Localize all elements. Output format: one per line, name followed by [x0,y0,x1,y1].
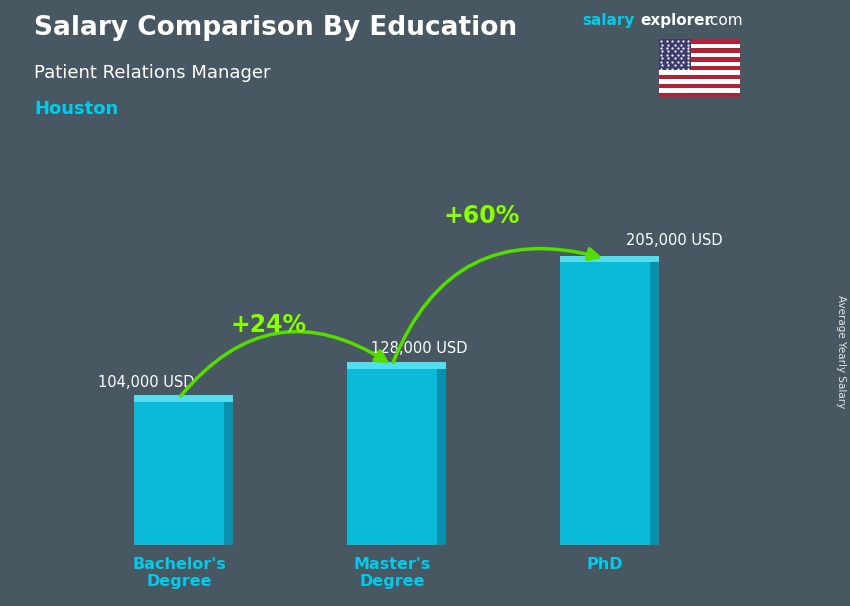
Bar [659,75,740,79]
Bar [659,57,740,62]
Bar [659,93,740,97]
FancyBboxPatch shape [560,262,650,545]
FancyBboxPatch shape [437,368,445,545]
FancyBboxPatch shape [134,396,233,402]
Text: 205,000 USD: 205,000 USD [626,233,723,248]
Bar [659,39,691,70]
FancyBboxPatch shape [650,262,659,545]
Text: Houston: Houston [34,100,118,118]
Bar [659,62,740,66]
Bar [659,39,740,44]
Bar [659,66,740,70]
Text: +24%: +24% [230,313,307,338]
Bar [659,79,740,84]
FancyBboxPatch shape [224,402,233,545]
Text: +60%: +60% [444,204,519,228]
Text: 104,000 USD: 104,000 USD [98,375,195,390]
FancyBboxPatch shape [134,402,224,545]
Text: .com: .com [706,13,743,28]
Text: Average Yearly Salary: Average Yearly Salary [836,295,846,408]
Bar [659,53,740,57]
Bar [659,70,740,75]
FancyBboxPatch shape [348,362,445,368]
Bar [659,44,740,48]
Bar [659,48,740,53]
Bar [659,84,740,88]
Text: salary: salary [582,13,635,28]
Text: explorer: explorer [640,13,712,28]
FancyBboxPatch shape [560,256,659,262]
Text: 128,000 USD: 128,000 USD [371,341,468,356]
Text: Salary Comparison By Education: Salary Comparison By Education [34,15,517,41]
Text: Patient Relations Manager: Patient Relations Manager [34,64,270,82]
Bar [659,88,740,93]
FancyBboxPatch shape [348,368,437,545]
